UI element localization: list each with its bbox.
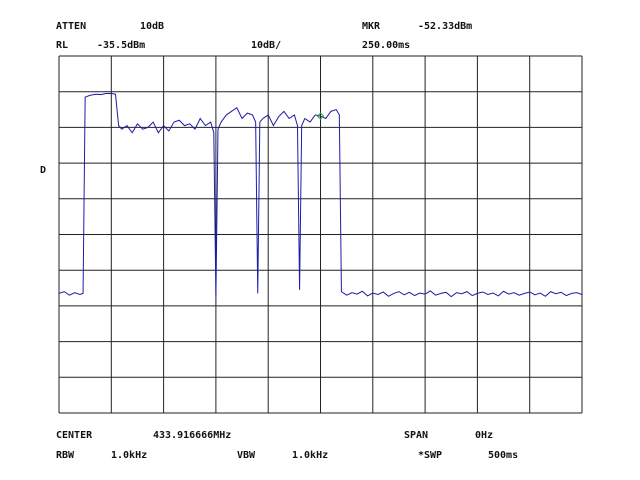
span-value: 0Hz <box>475 430 493 441</box>
ref-level-label: RL <box>56 40 68 51</box>
rbw-value: 1.0kHz <box>111 450 147 461</box>
marker <box>316 112 325 120</box>
sweep-value: 500ms <box>488 450 518 461</box>
vbw-label: VBW <box>237 450 256 461</box>
marker-time: 250.00ms <box>362 40 410 51</box>
marker-label: MKR <box>362 21 381 32</box>
span-label: SPAN <box>404 430 428 441</box>
scale-value: 10dB/ <box>251 40 281 51</box>
atten-value: 10dB <box>140 21 164 32</box>
rbw-label: RBW <box>56 450 75 461</box>
sweep-label: *SWP <box>418 450 442 461</box>
ref-level-value: -35.5dBm <box>97 40 145 51</box>
detector: D <box>40 165 46 176</box>
trace <box>58 92 583 298</box>
vbw-value: 1.0kHz <box>292 450 328 461</box>
center-label: CENTER <box>56 430 93 441</box>
marker-value: -52.33dBm <box>418 21 472 32</box>
center-value: 433.916666MHz <box>153 430 231 441</box>
atten-label: ATTEN <box>56 21 86 32</box>
